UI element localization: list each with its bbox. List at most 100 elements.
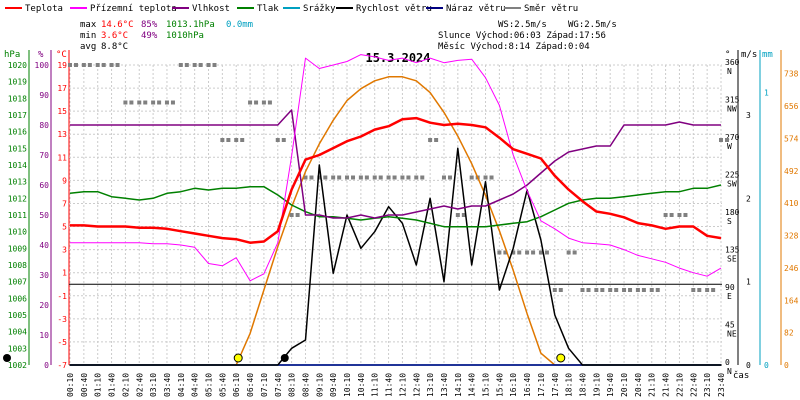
y-tick-degc: 1 — [62, 269, 67, 278]
y-tick-deg: 45 — [725, 321, 735, 330]
y-tick-compass: S — [727, 217, 732, 226]
wind-dir-mark — [663, 213, 668, 217]
y-tick-hpa: 1017 — [8, 111, 27, 120]
wind-dir-mark — [669, 213, 674, 217]
wind-dir-mark — [323, 175, 328, 180]
legend-label-rain: Srážky — [303, 4, 336, 14]
y-tick-pct: 60 — [39, 181, 49, 190]
y-tick-degc: 9 — [62, 176, 67, 185]
y-tick-mm: 1 — [764, 88, 769, 97]
chart-title: 15.3.2024 — [365, 51, 430, 65]
wind-dir-mark — [400, 175, 405, 180]
wind-dir-mark — [572, 250, 577, 255]
y-tick-pct: 0 — [44, 361, 49, 370]
x-tick-label: 10:10 — [343, 373, 352, 397]
x-tick-label: 09:10 — [315, 373, 324, 397]
y-tick-pct: 90 — [39, 91, 49, 100]
x-tick-label: 17:10 — [537, 373, 546, 397]
series-ground-temp — [70, 54, 722, 282]
axis-lines — [28, 50, 782, 365]
x-tick-label: 02:10 — [121, 373, 130, 397]
wind-dir-mark — [711, 288, 716, 292]
x-tick-label: 12:10 — [398, 373, 407, 397]
wind-dir-mark — [240, 138, 245, 142]
y-tick-degc: 15 — [57, 107, 67, 116]
x-tick-label: 20:10 — [620, 373, 629, 397]
y-tick-degc: 5 — [62, 223, 67, 232]
stats-max-rain: 0.0mm — [226, 20, 253, 30]
wind-dir-mark — [275, 138, 280, 142]
x-tick-label: 03:40 — [163, 373, 172, 397]
legend-label-press: Tlak — [257, 4, 279, 14]
x-tick-label: 07:40 — [274, 373, 283, 397]
wind-dir-mark — [337, 175, 342, 180]
legend-label-hum: Vlhkost — [192, 4, 230, 14]
y-tick-ms: 1 — [746, 278, 751, 287]
y-tick-sun: 0 — [784, 361, 789, 370]
wind-dir-mark — [469, 175, 474, 180]
wind-dir-mark — [164, 100, 169, 105]
wind-dir-mark — [267, 100, 272, 105]
wind-dir-mark — [129, 100, 134, 105]
y-tick-hpa: 1015 — [8, 144, 27, 153]
wind-dir-mark — [566, 250, 571, 255]
wind-dir-mark — [151, 100, 156, 105]
wind-dir-mark — [538, 250, 543, 255]
series-pressure — [69, 184, 722, 228]
y-tick-pct: 40 — [39, 241, 49, 250]
y-tick-sun: 82 — [784, 329, 794, 338]
y-tick-pct: 70 — [39, 151, 49, 160]
wind-dir-mark — [622, 288, 627, 292]
wind-dir-mark — [74, 63, 78, 67]
sunset-marker — [556, 353, 566, 363]
stats-avg-temp: 8.8°C — [101, 42, 128, 52]
y-tick-compass: N — [727, 367, 732, 376]
x-tick-label: 08:40 — [301, 373, 310, 397]
wind-dir-mark — [184, 63, 189, 67]
x-tick-label: 21:10 — [648, 373, 657, 397]
wind-dir-mark — [697, 288, 702, 292]
y-tick-degc: -1 — [57, 292, 67, 301]
wind-dir-mark — [309, 175, 314, 180]
y-tick-hpa: 1012 — [8, 194, 27, 203]
wind-dir-mark — [109, 63, 114, 67]
legend-label-ground: Přízemní teplota — [90, 4, 177, 14]
y-tick-compass: SE — [727, 255, 737, 264]
y-tick-sun: 246 — [784, 264, 799, 273]
wind-dir-mark — [345, 175, 350, 180]
stats-min-press: 1010hPa — [166, 31, 204, 41]
y-tick-pct: 10 — [39, 331, 49, 340]
y-tick-ms: 3 — [746, 111, 751, 120]
wind-dir-mark — [580, 288, 585, 292]
wind-dir-mark — [226, 138, 231, 142]
wind-dir-mark — [95, 63, 100, 67]
y-tick-ms: 0 — [746, 361, 751, 370]
axis-unit-pct: % — [38, 50, 44, 60]
x-tick-label: 05:40 — [218, 373, 227, 397]
y-tick-degc: -5 — [57, 338, 67, 347]
wind-dir-mark — [655, 288, 660, 292]
wind-dir-mark — [558, 288, 563, 292]
wind-dir-mark — [386, 175, 391, 180]
y-tick-sun: 492 — [784, 167, 799, 176]
wind-dir-mark — [295, 213, 300, 217]
wind-dir-mark — [364, 175, 369, 180]
sun-markers — [3, 353, 566, 363]
moonrise-marker — [280, 354, 289, 362]
y-tick-compass: W — [727, 142, 732, 151]
wind-dir-mark — [461, 213, 466, 217]
x-tick-label: 07:10 — [260, 373, 269, 397]
y-tick-hpa: 1014 — [8, 161, 27, 170]
wind-dir-mark — [234, 138, 239, 142]
y-tick-deg: 315 — [725, 96, 740, 105]
y-tick-sun: 574 — [784, 134, 799, 143]
wind-dir-mark — [414, 175, 419, 180]
y-tick-hpa: 1006 — [8, 294, 27, 303]
wind-dir-mark — [489, 175, 494, 180]
wind-dir-mark — [691, 288, 696, 292]
y-tick-hpa: 1003 — [8, 344, 27, 353]
stats-min-label: min — [80, 31, 96, 41]
wind-dir-mark — [254, 100, 259, 105]
wind-dir-mark — [170, 100, 175, 105]
